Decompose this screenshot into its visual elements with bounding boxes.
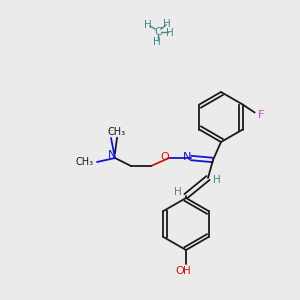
Text: CH₃: CH₃ xyxy=(108,127,126,137)
Text: H: H xyxy=(213,175,221,185)
Text: N: N xyxy=(108,150,116,160)
Text: H: H xyxy=(144,20,152,30)
Text: F: F xyxy=(257,110,264,121)
Text: O: O xyxy=(176,266,184,276)
Text: H: H xyxy=(153,37,161,47)
Text: H: H xyxy=(174,187,182,197)
Text: C: C xyxy=(154,27,162,37)
Text: O: O xyxy=(160,152,169,162)
Text: H: H xyxy=(163,19,171,29)
Text: H: H xyxy=(183,266,191,276)
Text: H: H xyxy=(166,28,174,38)
Text: N: N xyxy=(183,152,191,162)
Text: CH₃: CH₃ xyxy=(76,157,94,167)
Text: methyl: methyl xyxy=(109,129,113,130)
